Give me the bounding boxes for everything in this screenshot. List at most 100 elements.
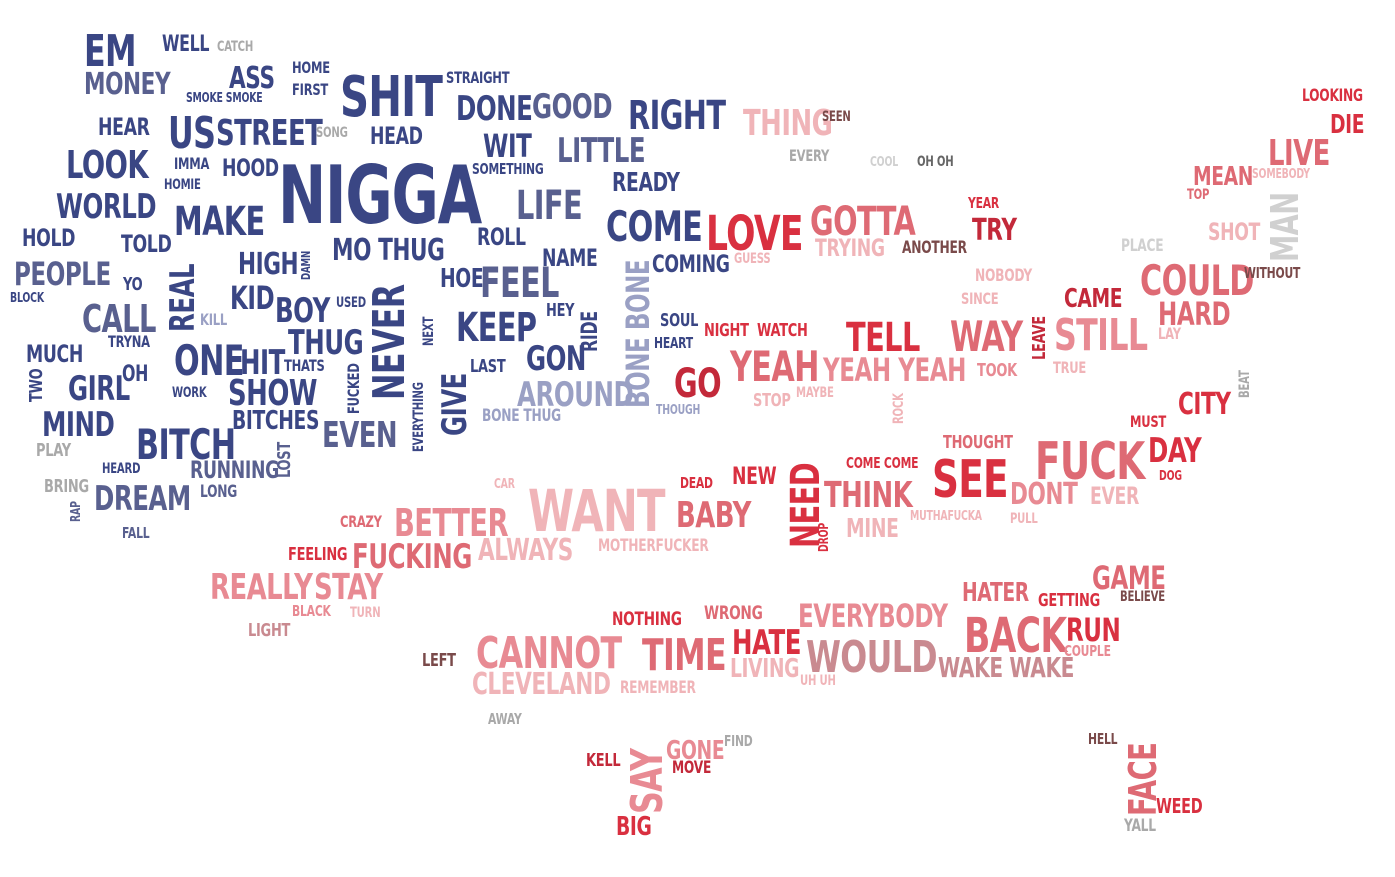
word-everything: EVERYTHING xyxy=(411,382,427,452)
word-rap: RAP xyxy=(69,501,84,522)
word-imma: IMMA xyxy=(174,154,210,173)
word-thing: THING xyxy=(743,103,833,144)
word-tell: TELL xyxy=(846,315,920,361)
word-night: NIGHT xyxy=(704,320,749,341)
word-see: SEE xyxy=(932,450,1009,510)
word-tryna: TRYNA xyxy=(108,332,150,351)
word-one: ONE xyxy=(174,336,244,385)
word-feel: FEEL xyxy=(480,258,559,307)
word-thought: THOUGHT xyxy=(943,432,1013,453)
word-love: LOVE xyxy=(706,206,804,262)
word-could: COULD xyxy=(1140,256,1254,305)
word-block: BLOCK xyxy=(10,291,44,306)
word-ready: READY xyxy=(612,168,680,198)
word-wrong: WRONG xyxy=(704,602,763,624)
word-say: SAY xyxy=(622,748,673,814)
word-home: HOME xyxy=(292,58,330,77)
word-hood: HOOD xyxy=(222,154,279,182)
word-head: HEAD xyxy=(370,122,423,150)
word-dont: DONT xyxy=(1010,477,1078,512)
word-us: US xyxy=(168,108,216,159)
word-somebody: SOMEBODY xyxy=(1252,167,1310,182)
word-dog: DOG xyxy=(1159,469,1182,484)
word-time: TIME xyxy=(642,630,727,681)
word-without: WITHOUT xyxy=(1244,264,1301,282)
word-catch: CATCH xyxy=(217,39,254,55)
word-life: LIFE xyxy=(516,183,583,229)
word-people: PEOPLE xyxy=(14,255,111,293)
word-roll: ROLL xyxy=(477,223,526,251)
word-way: WAY xyxy=(950,312,1023,361)
word-nothing: NOTHING xyxy=(612,608,682,630)
word-gone: GONE xyxy=(666,736,725,766)
word-everybody: EVERYBODY xyxy=(798,597,948,635)
word-wake-wake: WAKE WAKE xyxy=(938,651,1075,684)
word-stay: STAY xyxy=(314,567,383,608)
word-feeling: FEELING xyxy=(288,544,348,565)
word-true: TRUE xyxy=(1053,358,1087,377)
word-kill: KILL xyxy=(200,310,227,329)
word-try: TRY xyxy=(972,213,1017,248)
word-even: EVEN xyxy=(322,415,398,456)
word-bring: BRING xyxy=(44,476,89,497)
word-world: WORLD xyxy=(56,187,157,227)
word-rock: ROCK xyxy=(891,393,907,424)
word-ass: ASS xyxy=(229,61,275,96)
word-keep: KEEP xyxy=(456,305,537,351)
word-new: NEW xyxy=(732,462,777,490)
word-couple: COUPLE xyxy=(1064,642,1111,660)
word-better: BETTER xyxy=(394,501,509,545)
word-song: SONG xyxy=(316,125,348,141)
word-well: WELL xyxy=(162,32,210,57)
word-baby: BABY xyxy=(676,495,751,536)
word-cannot: CANNOT xyxy=(476,628,622,679)
word-trying: TRYING xyxy=(815,234,885,262)
word-done: DONE xyxy=(456,89,533,129)
word-fuck: FUCK xyxy=(1035,432,1145,492)
word-yeah: YEAH xyxy=(730,342,819,391)
word-must: MUST xyxy=(1130,412,1167,431)
word-kell: KELL xyxy=(586,750,621,771)
word-two: TWO xyxy=(26,368,47,402)
word-nobody: NOBODY xyxy=(975,266,1033,286)
word-lay: LAY xyxy=(1158,324,1181,343)
word-leave: LEAVE xyxy=(1029,316,1050,360)
word-mind: MIND xyxy=(42,405,115,445)
word-mo-thug: MO THUG xyxy=(332,233,445,268)
word-stop: STOP xyxy=(753,390,791,411)
word-car: CAR xyxy=(494,477,515,492)
word-die: DIE xyxy=(1330,110,1365,140)
word-fucked: FUCKED xyxy=(344,363,363,414)
word-last: LAST xyxy=(470,356,506,377)
word-yo: YO xyxy=(123,274,143,295)
word-thats: THATS xyxy=(284,356,325,375)
word-hate: HATE xyxy=(732,623,801,663)
word-good: GOOD xyxy=(532,87,613,127)
word-place: PLACE xyxy=(1121,236,1164,256)
word-kid: KID xyxy=(230,279,275,317)
word-want: WANT xyxy=(528,477,665,545)
word-move: MOVE xyxy=(672,758,712,778)
word-every: EVERY xyxy=(789,146,830,165)
word-heart: HEART xyxy=(654,334,693,352)
word-name: NAME xyxy=(542,244,598,272)
word-always: ALWAYS xyxy=(478,533,573,568)
word-girl: GIRL xyxy=(68,369,130,409)
word-coming: COMING xyxy=(652,250,730,278)
word-hater: HATER xyxy=(962,578,1029,608)
word-believe: BELIEVE xyxy=(1120,589,1165,605)
word-show: SHOW xyxy=(228,373,317,414)
word-uh-uh: UH UH xyxy=(800,673,836,689)
word-remember: REMEMBER xyxy=(620,678,696,698)
word-since: SINCE xyxy=(961,289,999,308)
word-right: RIGHT xyxy=(628,93,726,139)
word-though: THOUGH xyxy=(656,403,701,418)
word-mean: MEAN xyxy=(1193,162,1254,192)
word-straight: STRAIGHT xyxy=(446,68,510,87)
word-give: GIVE xyxy=(435,373,475,436)
word-find: FIND xyxy=(724,732,753,750)
word-bitches: BITCHES xyxy=(232,406,320,436)
word-came: CAME xyxy=(1064,284,1123,314)
word-gon: GON xyxy=(526,339,586,379)
word-still: STILL xyxy=(1054,310,1148,361)
